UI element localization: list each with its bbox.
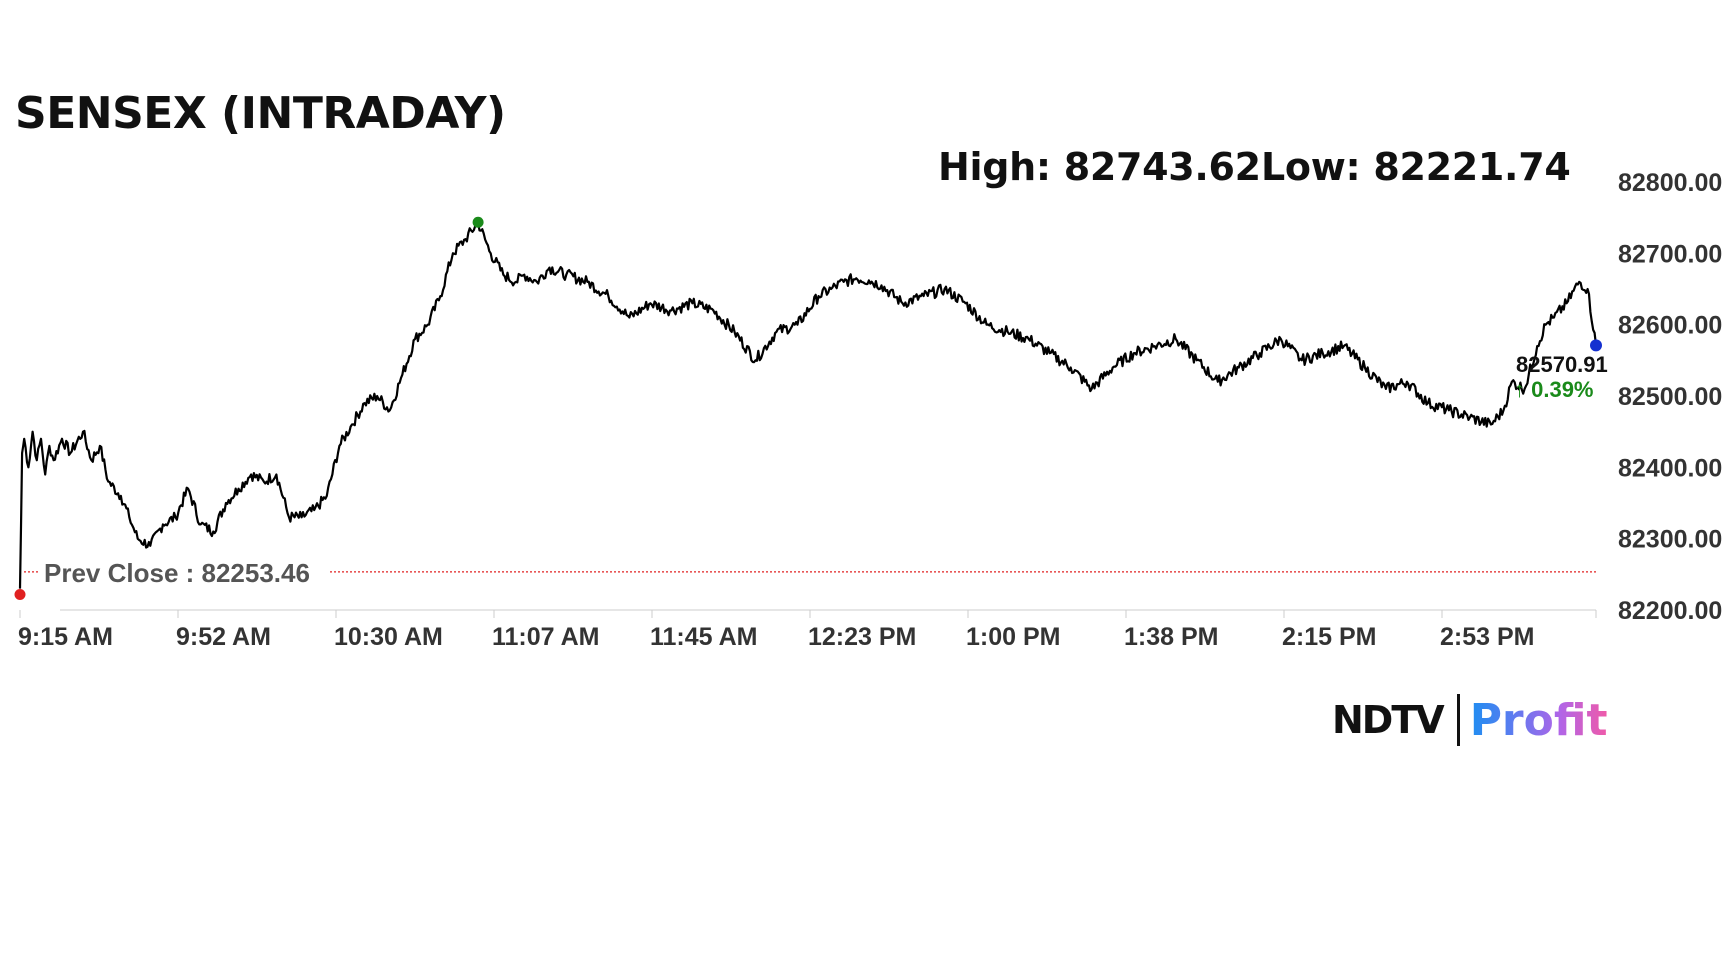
x-tick-label: 1:38 PM: [1124, 623, 1218, 651]
x-tick-label: 11:45 AM: [650, 623, 757, 651]
day-low-marker: [14, 588, 26, 600]
last-price-marker: [1590, 339, 1602, 352]
change-label: ↑ 0.39%: [1514, 377, 1594, 402]
x-tick-label: 12:23 PM: [808, 623, 916, 651]
logo-profit-text: Profit: [1469, 694, 1608, 746]
y-tick-label: 82400.00: [1618, 454, 1722, 482]
y-tick-label: 82300.00: [1618, 526, 1722, 554]
day-high-marker: [472, 216, 484, 228]
y-tick-label: 82600.00: [1618, 312, 1722, 340]
y-tick-label: 82500.00: [1618, 383, 1722, 411]
day-low-label: Low: 82221.74: [1261, 145, 1571, 189]
day-high-label: High: 82743.62: [938, 145, 1261, 189]
ndtv-profit-logo: NDTV Profit: [1332, 690, 1608, 750]
last-value-label: 82570.91: [1516, 352, 1608, 377]
prev-close-label: Prev Close : 82253.46: [44, 558, 310, 588]
logo-ndtv-text: NDTV: [1332, 698, 1445, 742]
x-tick-label: 9:52 AM: [176, 623, 271, 651]
x-tick-label: 1:00 PM: [966, 623, 1060, 651]
y-tick-label: 82700.00: [1618, 240, 1722, 268]
x-tick-label: 2:53 PM: [1440, 623, 1534, 651]
x-tick-label: 10:30 AM: [334, 623, 443, 651]
x-tick-label: 11:07 AM: [492, 623, 599, 651]
price-line: [18, 221, 1598, 589]
chart-title: SENSEX (INTRADAY): [15, 88, 506, 139]
logo-divider: [1456, 694, 1460, 746]
x-tick-label: 9:15 AM: [18, 623, 113, 651]
y-tick-label: 82800.00: [1618, 169, 1722, 197]
x-tick-label: 2:15 PM: [1282, 623, 1376, 651]
y-tick-label: 82200.00: [1618, 597, 1722, 625]
